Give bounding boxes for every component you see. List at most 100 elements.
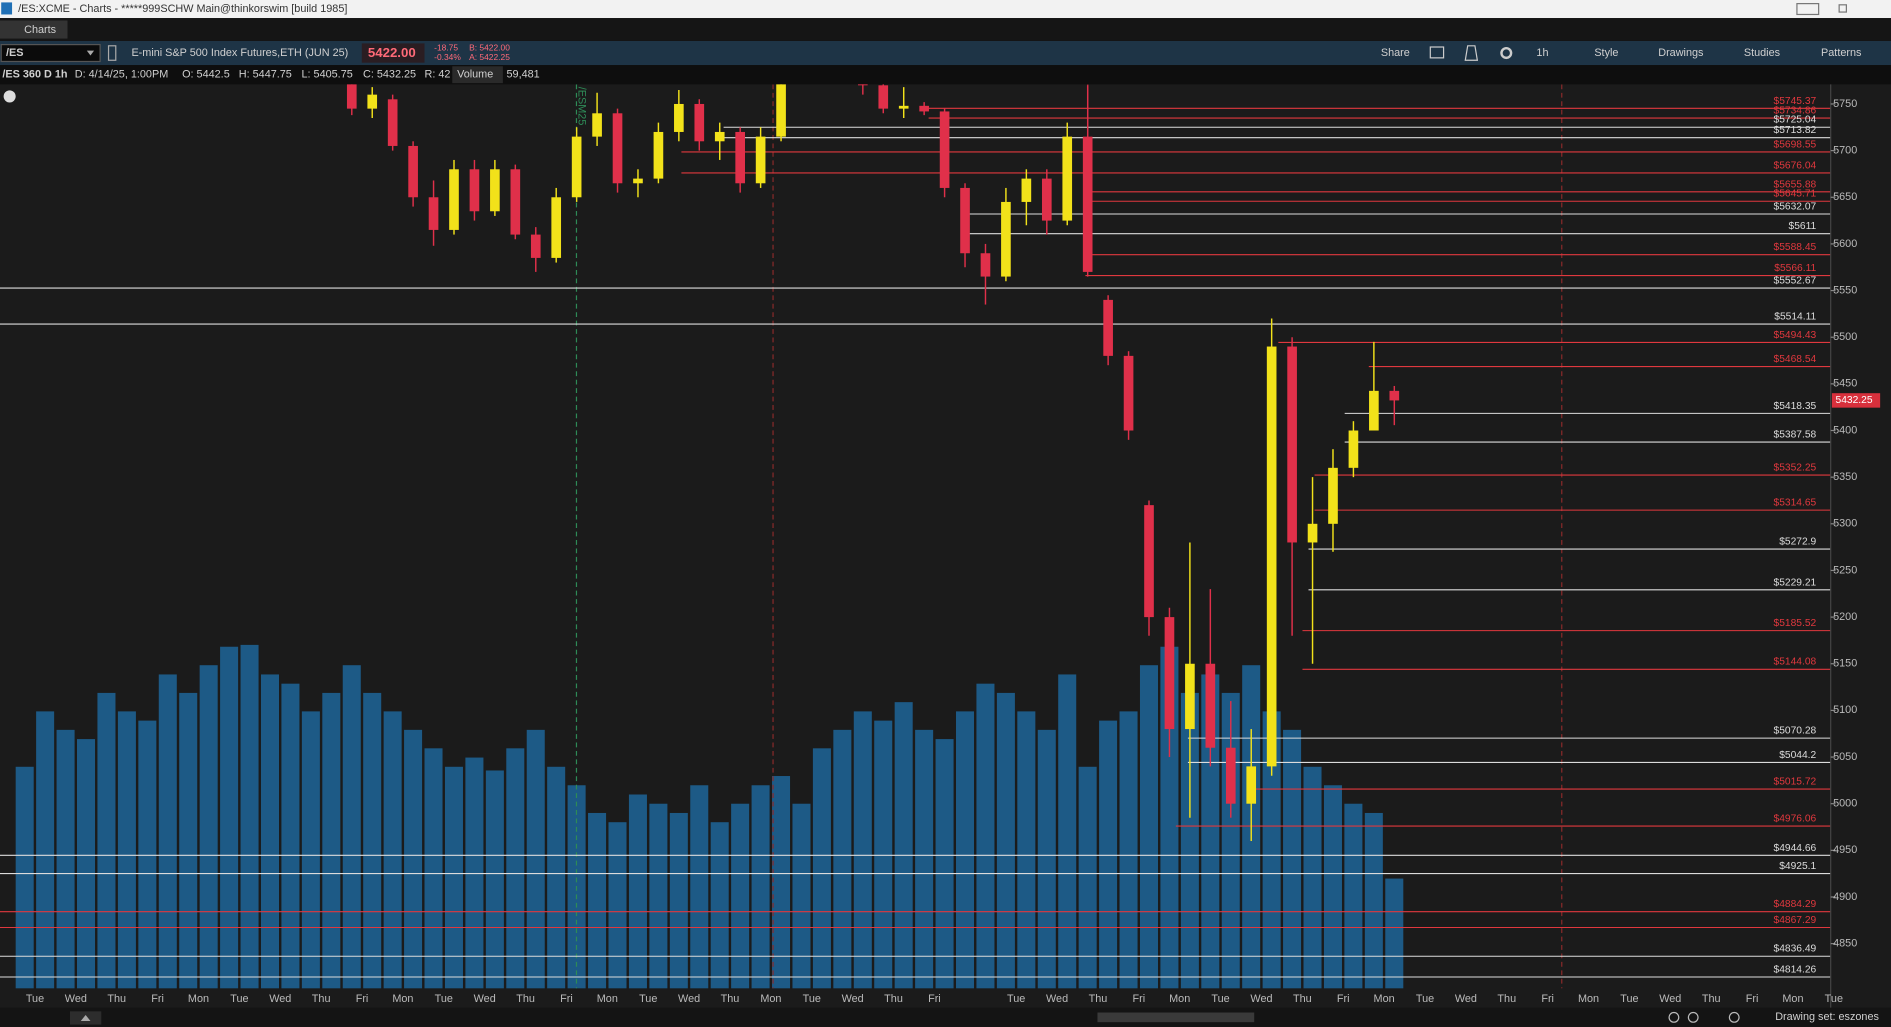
y-tick-label: 5000 <box>1833 798 1857 810</box>
volume-bar <box>138 720 157 989</box>
last-price-tag <box>1831 393 1881 408</box>
pan-icon[interactable] <box>1728 1011 1740 1023</box>
volume-bar <box>608 822 627 989</box>
zoom-icon[interactable] <box>1687 1011 1699 1023</box>
description: E-mini S&P 500 Index Futures,ETH (JUN 25… <box>131 47 348 59</box>
volume-bar <box>1058 674 1077 989</box>
link-icon[interactable] <box>107 45 117 61</box>
expand-icon[interactable] <box>80 1014 91 1021</box>
level-label: $5552.67 <box>1774 276 1817 287</box>
zoom-icon[interactable] <box>1668 1011 1680 1023</box>
candle-body <box>1225 747 1236 804</box>
y-tick-label: 5200 <box>1833 611 1857 623</box>
y-tick-label: 5300 <box>1833 518 1857 530</box>
volume-bar <box>935 739 954 989</box>
x-tick-label: Tue <box>1825 993 1843 1005</box>
volume-bar <box>649 803 668 989</box>
dropdown-arrow[interactable] <box>86 50 95 56</box>
volume-bar <box>996 692 1015 989</box>
toolbar-icon[interactable] <box>1500 47 1513 60</box>
last-price: 5422.00 <box>368 45 416 60</box>
x-tick-label: Mon <box>1578 993 1599 1005</box>
scrollbar-thumb[interactable] <box>1097 1012 1255 1023</box>
candle-body <box>674 103 684 132</box>
candle-body <box>878 85 889 109</box>
x-tick-label: Fri <box>1337 993 1350 1005</box>
level-label: $5015.72 <box>1774 777 1817 788</box>
toolbar-button[interactable]: 1h <box>1536 47 1548 59</box>
volume-bar <box>1160 646 1179 989</box>
toolbar <box>0 40 1891 66</box>
bar-close: C: 5432.25 <box>363 69 416 81</box>
volume-bar <box>792 803 811 989</box>
toolbar-icon[interactable] <box>1464 45 1479 61</box>
candle-body <box>1103 299 1113 356</box>
x-tick-label: Wed <box>842 993 864 1005</box>
candle-body <box>1205 663 1216 748</box>
volume-bar <box>751 785 770 989</box>
toolbar-icon[interactable] <box>1429 46 1445 59</box>
symbol[interactable]: /ES <box>6 47 23 59</box>
y-tick-label: 5500 <box>1833 331 1857 343</box>
toolbar-button[interactable]: Share <box>1381 47 1410 59</box>
window-button[interactable] <box>1796 3 1820 16</box>
candle-body <box>1328 467 1338 524</box>
level-label: $5588.45 <box>1774 242 1817 253</box>
volume-bar <box>77 739 96 989</box>
x-tick-label: Fri <box>1541 993 1554 1005</box>
toolbar-button[interactable]: Patterns <box>1821 47 1862 59</box>
level-label: $5185.52 <box>1774 618 1817 629</box>
volume-bar <box>955 711 975 989</box>
candle-body <box>1389 390 1400 401</box>
candle-body <box>469 169 480 212</box>
candle-body <box>1144 505 1154 618</box>
tab-bar <box>0 18 1891 41</box>
toolbar-button[interactable]: Drawings <box>1658 47 1704 59</box>
volume-bar <box>485 770 504 989</box>
title-bar <box>0 0 1891 19</box>
level-label: $5645.71 <box>1774 189 1817 200</box>
volume-bar <box>342 665 361 989</box>
level-label: $5611 <box>1789 221 1817 232</box>
x-tick-label: Fri <box>356 993 369 1005</box>
volume-bar <box>1201 674 1220 989</box>
x-tick-label: Wed <box>65 993 87 1005</box>
volume-bar <box>465 757 484 989</box>
candle-body <box>1246 766 1257 804</box>
tab-label[interactable]: Charts <box>24 24 57 36</box>
tab[interactable] <box>0 20 68 39</box>
x-tick-label: Wed <box>474 993 496 1005</box>
volume-bar <box>199 665 218 989</box>
alert-icon[interactable] <box>3 90 16 103</box>
x-tick-label: Thu <box>884 993 903 1005</box>
x-tick-label: Thu <box>1497 993 1516 1005</box>
candle-body <box>1369 390 1379 431</box>
x-tick-label: Thu <box>312 993 331 1005</box>
volume-bar <box>874 720 893 989</box>
toolbar-button[interactable]: Style <box>1594 47 1618 59</box>
x-tick-label: Thu <box>1702 993 1721 1005</box>
bid: B: 5422.00 <box>469 42 510 52</box>
toolbar-button[interactable]: Studies <box>1744 47 1781 59</box>
symbol-box[interactable] <box>0 43 101 63</box>
candle-body <box>919 105 929 112</box>
level-label: $5698.55 <box>1774 139 1817 150</box>
y-tick-label: 5600 <box>1833 238 1857 250</box>
x-tick-label: Mon <box>1782 993 1803 1005</box>
candle-body <box>633 178 643 184</box>
window-button[interactable] <box>1838 4 1847 13</box>
y-tick-label: 5150 <box>1833 658 1857 670</box>
x-tick-label: Thu <box>1293 993 1312 1005</box>
bar-date: D: 4/14/25, 1:00PM <box>75 69 168 81</box>
volume-bar <box>404 729 423 989</box>
volume-bar <box>383 711 402 989</box>
x-tick-label: Fri <box>560 993 573 1005</box>
candle-body <box>960 187 970 254</box>
volume-bar <box>15 766 34 989</box>
level-label: $5418.35 <box>1774 401 1817 412</box>
x-tick-label: Wed <box>1455 993 1477 1005</box>
window-title: /ES:XCME - Charts - *****999SCHW Main@th… <box>18 3 347 15</box>
y-tick-label: 5450 <box>1833 378 1857 390</box>
level-label: $5387.58 <box>1774 430 1817 441</box>
candle-body <box>1307 523 1318 543</box>
